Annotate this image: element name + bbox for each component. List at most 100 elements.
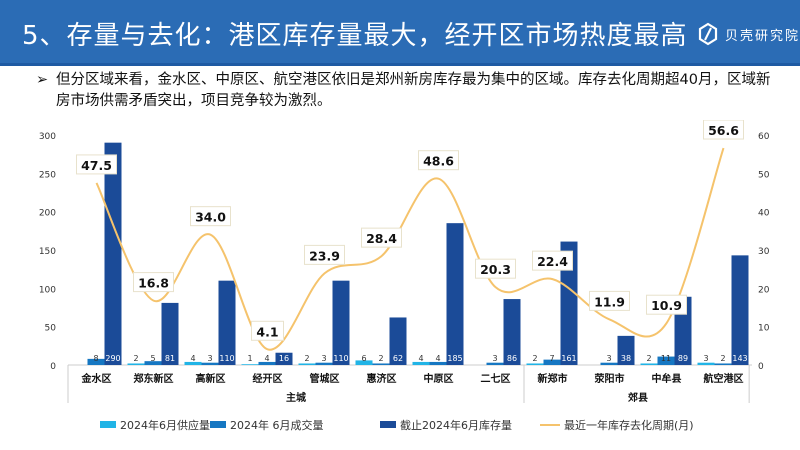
bar-stock [503, 299, 521, 365]
bar-value-label: 110 [219, 354, 234, 363]
bar-stock [332, 280, 350, 365]
line-data-label: 16.8 [138, 276, 169, 291]
category-label: 郑东新区 [134, 372, 174, 385]
line-data-label: 11.9 [594, 294, 625, 309]
bar-value-label: 290 [105, 354, 120, 363]
logo-icon [698, 22, 718, 46]
bar-stock [731, 255, 749, 365]
bar-deal [543, 359, 561, 365]
bar-value-label: 161 [561, 354, 576, 363]
line-label-box [251, 320, 284, 341]
category-label: 航空港区 [704, 372, 744, 385]
bar-deal [372, 363, 390, 365]
bar-value-label: 4 [435, 354, 440, 363]
left-axis-tick: 150 [39, 247, 56, 257]
bar-supply [640, 363, 658, 365]
page-title: 5、存量与去化：港区库存量最大，经开区市场热度最高 [22, 21, 688, 51]
bar-value-label: 3 [207, 354, 212, 363]
group-label: 主城 [286, 391, 306, 404]
bar-deal [429, 361, 447, 365]
bar-supply [298, 363, 316, 365]
right-axis-tick: 20 [758, 285, 770, 295]
bar-value-label: 11 [661, 354, 671, 363]
bar-supply [241, 364, 259, 365]
arrow-bullet-icon: ➢ [36, 72, 49, 88]
bar-value-label: 3 [703, 354, 708, 363]
bar-value-label: 8 [93, 354, 98, 363]
category-label: 管城区 [310, 372, 340, 385]
bar-supply [127, 363, 145, 365]
category-label: 金水区 [81, 372, 112, 385]
bar-supply [526, 363, 544, 365]
bar-value-label: 110 [333, 354, 348, 363]
line-label-box [589, 290, 630, 311]
line-data-label: 48.6 [423, 154, 454, 169]
right-axis-tick: 50 [758, 170, 770, 180]
category-label: 二七区 [481, 372, 511, 385]
bar-value-label: 7 [549, 354, 554, 363]
bar-supply [412, 361, 430, 365]
logo: 贝壳研究院 [697, 22, 800, 46]
bar-stock [389, 317, 407, 365]
line-data-label: 10.9 [651, 298, 682, 313]
category-label: 中原区 [424, 372, 454, 385]
bar-value-label: 38 [621, 354, 631, 363]
header-bar: 5、存量与去化：港区库存量最大，经开区市场热度最高 贝壳研究院 [0, 0, 800, 66]
bar-value-label: 2 [304, 354, 309, 363]
summary-text: 但分区域来看，金水区、中原区、航空港区依旧是郑州新房库存最为集中的区域。库存去化… [56, 72, 771, 109]
category-label: 经开区 [253, 372, 283, 385]
line-data-label: 34.0 [195, 210, 226, 225]
legend-swatch [100, 421, 116, 428]
bar-value-label: 4 [264, 354, 269, 363]
legend-swatch [210, 421, 226, 428]
line-label-box [703, 120, 744, 140]
bar-value-label: 5 [150, 354, 155, 363]
left-axis-tick: 250 [39, 170, 56, 180]
bar-value-label: 81 [165, 354, 175, 363]
bar-value-label: 3 [492, 354, 497, 363]
bar-value-label: 2 [133, 354, 138, 363]
bar-value-label: 3 [606, 354, 611, 363]
bar-stock [617, 335, 635, 365]
line-label-box [304, 244, 345, 265]
bar-value-label: 2 [532, 354, 537, 363]
bar-value-label: 185 [447, 354, 462, 363]
bar-deal [87, 358, 105, 365]
bar-stock [275, 352, 293, 365]
line-label-box [190, 206, 231, 227]
category-label: 荥阳市 [595, 372, 625, 385]
line-label-box [133, 272, 174, 293]
logo-text: 贝壳研究院 [725, 28, 800, 44]
right-axis-tick: 10 [758, 324, 770, 334]
line-label-box [646, 294, 687, 315]
line-data-label: 47.5 [81, 158, 112, 173]
line-data-label: 20.3 [480, 262, 511, 277]
legend-label: 2024年6月供应量 [120, 418, 210, 432]
bar-supply [355, 360, 373, 365]
bar-deal [714, 363, 732, 365]
line-label-box [475, 258, 516, 279]
bar-deal [201, 362, 219, 365]
bar-deal [144, 361, 162, 365]
line-data-label: 23.9 [309, 248, 340, 263]
left-axis-tick: 50 [45, 324, 57, 334]
bar-value-label: 16 [279, 354, 289, 363]
right-axis-tick: 40 [758, 209, 770, 219]
bar-deal [315, 362, 333, 365]
bar-value-label: 4 [190, 354, 195, 363]
bar-stock [104, 142, 122, 365]
chart: 0 50 100 150 200 250 300 0 10 20 30 40 50 60 8 290 金水区 2 5… [39, 120, 770, 432]
line-label-box [532, 250, 573, 271]
legend-swatch [380, 421, 396, 428]
line-data-label: 28.4 [366, 231, 397, 246]
category-label: 高新区 [196, 372, 226, 385]
bar-stock [161, 302, 179, 365]
left-axis-tick: 200 [39, 209, 56, 219]
bar-stock [560, 241, 578, 365]
summary-bullet: ➢ 但分区域来看，金水区、中原区、航空港区依旧是郑州新房库存最为集中的区域。库存… [36, 70, 776, 112]
bar-value-label: 143 [732, 354, 747, 363]
line-data-label: 4.1 [256, 324, 278, 339]
category-label: 中牟县 [652, 372, 682, 385]
line-label-box [76, 154, 117, 175]
bar-supply [184, 361, 202, 365]
